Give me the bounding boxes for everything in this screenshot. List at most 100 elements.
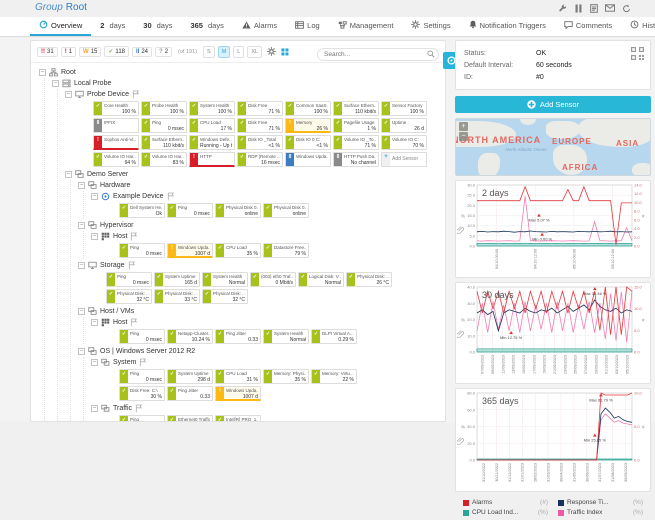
geo-map[interactable]: NORTH AMERICA EUROPE ASIA AFRICA North Atla… xyxy=(455,118,651,176)
tree-node-label[interactable]: Hardware xyxy=(100,182,131,189)
sensor-tile-sensor-factory[interactable]: ✓ Sensor Factory 100 % xyxy=(381,101,427,116)
sensor-tile-volume-io-to[interactable]: ✓ Volume IO _To... 71 % xyxy=(333,135,379,150)
pin-graph-icon[interactable] xyxy=(456,432,465,450)
sensor-tile-ping-jitter[interactable]: ✓ Ping Jitter 0.33 xyxy=(215,329,261,344)
map-zoom-out-button[interactable]: − xyxy=(459,132,468,141)
expander-storage[interactable]: – xyxy=(78,262,85,269)
tile-size-xl-button[interactable]: XL xyxy=(247,45,263,58)
sensor-tile-datastore-free[interactable]: ✓ Datastore Free... 79 % xyxy=(263,243,309,258)
sensor-tile-windows-upda[interactable]: ! Windows Upda... 1007 d xyxy=(167,243,213,258)
chart-2-days[interactable]: 0.0 5.0 10.0 15.0 20.0 25.0 30.0 0.0 2.0 4.0 6.0 8.… xyxy=(459,182,647,272)
sensor-tile-003-eth0-traf[interactable]: ✓ (003) eth0 Traf... 0 Mbit/s xyxy=(250,272,296,287)
sensor-tile-rdp-remote[interactable]: ✓ RDP (Remote ... 16 msec xyxy=(237,152,283,167)
sensor-tile-physical-disk[interactable]: ✓ Physical Disk: ... 33 °C xyxy=(154,289,200,304)
sensor-tile-volume-io-har[interactable]: ✓ Volume IO Har... 94 % xyxy=(93,152,139,167)
tab-log[interactable]: Log xyxy=(286,17,329,36)
sensor-tile-cpu-load[interactable]: ✓ CPU Load 31 % xyxy=(215,369,261,384)
expander-host[interactable]: – xyxy=(91,233,98,240)
sensor-tile-disk-free[interactable]: ✓ Disk Free 71 % xyxy=(237,101,283,116)
status-filter-ii-24[interactable]: II 24 xyxy=(132,46,153,57)
chart-365-days[interactable]: 0.0 20.0 40.0 60.0 80.0 0.0 5.0 10.0 31/10/2022 3… xyxy=(459,390,647,486)
sensor-tile-netapp-cluster[interactable]: ✓ Netapp-Cluster... 10.24 % xyxy=(167,329,213,344)
report-icon[interactable] xyxy=(589,3,599,13)
tab-settings[interactable]: Settings xyxy=(402,17,459,36)
tree-node-label[interactable]: Traffic xyxy=(113,405,133,412)
sensor-tile-cpu-load[interactable]: ✓ CPU Load 35 % xyxy=(215,243,261,258)
sensor-tile-disk-io-total[interactable]: ✓ Disk IO _Total <1 % xyxy=(237,135,283,150)
sensor-tile-ipfix[interactable]: II IPFIX xyxy=(93,118,139,133)
sensor-tile-cpu-load[interactable]: ✓ CPU Load 17 % xyxy=(189,118,235,133)
tab-history[interactable]: History xyxy=(621,17,655,36)
tab-365-days[interactable]: 365 days xyxy=(181,17,232,36)
tree-node-label[interactable]: Storage xyxy=(100,262,125,269)
expander-hardware[interactable]: – xyxy=(78,182,85,189)
sensor-tile-physical-disk-0[interactable]: ✓ Physical Disk 0... online xyxy=(263,203,309,218)
tab-alarms[interactable]: Alarms xyxy=(233,17,286,36)
tree-node-label[interactable]: Host xyxy=(113,233,128,240)
tree-node-label[interactable]: Host xyxy=(113,319,128,326)
tree-node-label[interactable]: Local Probe xyxy=(74,80,112,87)
sensor-tile-disk-free[interactable]: ✓ Disk Free 71 % xyxy=(237,118,283,133)
sensor-tile-windows-defe[interactable]: ✓Windows Defe...Running - Up to D... xyxy=(189,135,235,150)
sensor-tile-http-push-da[interactable]: II HTTP Push Da... No channel xyxy=(333,152,379,167)
sensor-tile-uptime[interactable]: ✓ Uptime 26 d xyxy=(381,118,427,133)
map-zoom-in-button[interactable]: + xyxy=(459,122,468,131)
sensor-tile-windows-upda[interactable]: II Windows Upda... xyxy=(285,152,331,167)
tab-30-days[interactable]: 30 days xyxy=(134,17,181,36)
sensor-tile-logical-disk-v[interactable]: ✓ Logical Disk: V... Normal xyxy=(298,272,344,287)
tab-management[interactable]: Management xyxy=(329,17,403,36)
sensor-tile-intel-r-pro-1[interactable]: ✓Intel[R] PRO_1...1.63 Mbit/s xyxy=(215,415,261,421)
sensor-tile-surface-ethern[interactable]: ✓ Surface Ethern... 110 kbit/s xyxy=(141,135,187,150)
pause-icon[interactable] xyxy=(573,3,583,13)
tree-node-label[interactable]: Example Device xyxy=(113,193,164,200)
sensor-tile-system-health[interactable]: ✓ System Health Normal xyxy=(202,272,248,287)
sensor-tile-physical-disk[interactable]: ✓ Physical Disk: ... 26 °C xyxy=(346,272,392,287)
sensor-tile-http[interactable]: ! HTTP xyxy=(189,152,235,167)
tree-node-label[interactable]: Hypervisor xyxy=(100,222,134,229)
sensor-tile-core-health[interactable]: ✓ Core Health 100 % xyxy=(93,101,139,116)
tree-node-label[interactable]: Probe Device xyxy=(87,91,130,98)
status-filter-118[interactable]: ✓ 118 xyxy=(104,46,129,57)
sensor-tile-probe-health[interactable]: ✓ Probe Health 100 % xyxy=(141,101,187,116)
tab-comments[interactable]: Comments xyxy=(555,17,621,36)
search-input[interactable] xyxy=(317,47,439,61)
tree-node-label[interactable]: Host / VMs xyxy=(100,308,135,315)
sensor-tile-pagefile-usage[interactable]: ✓ Pagefile Usage 1 % xyxy=(333,118,379,133)
sensor-tile-system-uptime[interactable]: ✓ System Uptime 298 d xyxy=(167,369,213,384)
tab-2-days[interactable]: 2 days xyxy=(91,17,134,36)
sensor-tile-common-saas[interactable]: ✓ Common SaaS... 100 % xyxy=(285,101,331,116)
expander-probe-device[interactable]: – xyxy=(65,91,72,98)
tab-overview[interactable]: Overview xyxy=(30,17,92,36)
expander-host-vms[interactable]: – xyxy=(78,308,85,315)
sensor-tile-physical-disk-0[interactable]: ✓ Physical Disk 0... online xyxy=(215,203,261,218)
tree-node-label[interactable]: Root xyxy=(61,69,76,76)
sensor-tile-ethernet0-traffic[interactable]: ✓Ethernet0 Traffic1.62 Mbit/s xyxy=(167,415,213,421)
sensor-tile-disk-io-0-c[interactable]: ✓ Disk IO 0 C: <1 % xyxy=(285,135,331,150)
sensor-tile-dlpi-virtual-a[interactable]: ✓ DLPI Virtual A... 0.29 % xyxy=(311,329,357,344)
expander-system[interactable]: – xyxy=(91,359,98,366)
expander-demo-server[interactable]: – xyxy=(65,171,72,178)
add-sensor-button[interactable]: Add Sensor xyxy=(455,96,651,113)
sensor-tile-memory[interactable]: ! Memory 26 % xyxy=(285,118,331,133)
tile-size-m-button[interactable]: M xyxy=(217,45,231,58)
sensor-tile-volume-io-c[interactable]: ✓ Volume IO C: 70 % xyxy=(381,135,427,150)
expander-os-windows-server-2012-r2[interactable]: – xyxy=(78,348,85,355)
status-filter-31[interactable]: !! 31 xyxy=(37,46,58,57)
status-filter-w-15[interactable]: W 15 xyxy=(79,46,102,57)
sensor-tile-surface-ethern[interactable]: ✓ Surface Ethern... 110 kbit/s xyxy=(333,101,379,116)
qr-code-icon[interactable] xyxy=(631,47,644,65)
sensor-tile-memory-physi[interactable]: ✓ Memory: Physi... 35 % xyxy=(263,369,309,384)
add-sensor-tile[interactable]: + Add Sensor xyxy=(381,152,427,167)
status-filter-1[interactable]: ! 1 xyxy=(60,46,77,57)
sensor-tile-ping-jitter[interactable]: ✓ Ping Jitter 0.33 xyxy=(167,386,213,401)
expander-local-probe[interactable]: – xyxy=(52,80,59,87)
sensor-tile-physical-disk[interactable]: ✓ Physical Disk: ... 32 °C xyxy=(106,289,152,304)
expander-traffic[interactable]: – xyxy=(91,405,98,412)
expander-example-device[interactable]: – xyxy=(91,193,98,200)
